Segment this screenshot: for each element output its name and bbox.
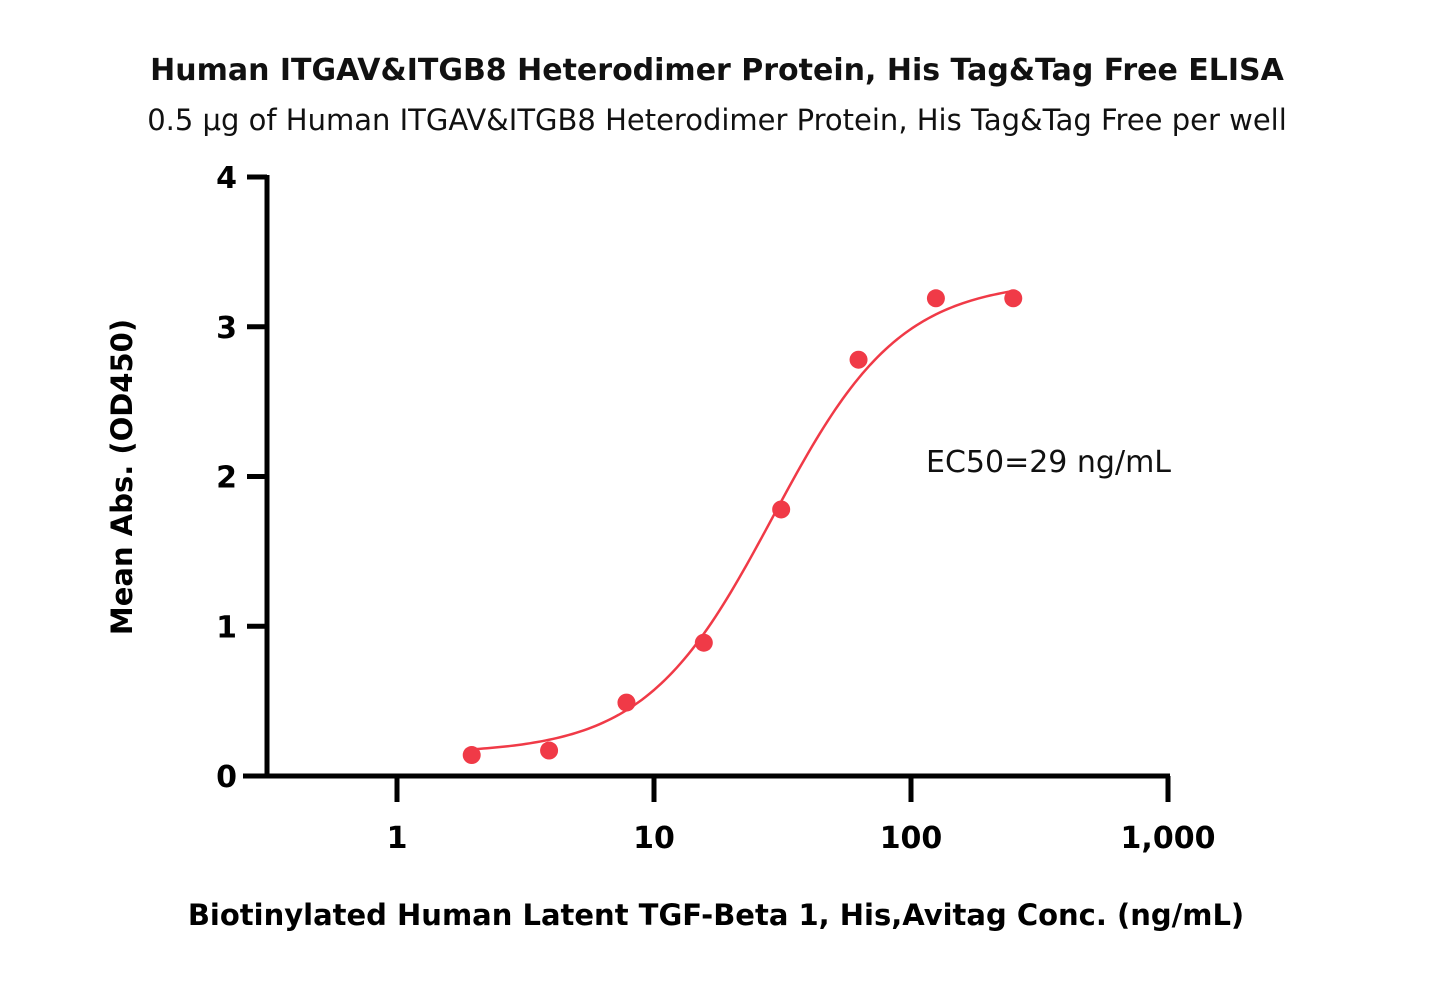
data-point <box>772 500 791 519</box>
y-tick-label: 1 <box>216 610 237 645</box>
x-tick-label: 1,000 <box>1121 821 1216 856</box>
y-tick-label: 2 <box>216 461 237 496</box>
data-point <box>540 741 559 760</box>
x-tick-label: 10 <box>633 821 675 856</box>
x-tick-label: 1 <box>387 821 408 856</box>
data-point <box>926 289 945 308</box>
ec50-annotation: EC50=29 ng/mL <box>926 445 1171 480</box>
data-point <box>1004 289 1023 308</box>
y-tick-label: 0 <box>216 760 237 795</box>
y-axis: 0 1 2 3 4 <box>216 161 270 795</box>
y-tick-label: 3 <box>216 311 237 346</box>
chart-title: Human ITGAV&ITGB8 Heterodimer Protein, H… <box>150 53 1285 88</box>
data-point <box>849 350 868 369</box>
y-axis-label: Mean Abs. (OD450) <box>105 319 139 635</box>
data-point <box>694 633 713 652</box>
fit-curve <box>471 289 1014 751</box>
data-points-layer <box>462 289 1023 765</box>
data-point <box>617 693 636 712</box>
chart-subtitle: 0.5 μg of Human ITGAV&ITGB8 Heterodimer … <box>147 103 1287 137</box>
x-axis: 1 10 100 1,000 <box>243 773 1216 856</box>
fit-curve-layer <box>471 289 1014 751</box>
y-tick-label: 4 <box>216 161 237 196</box>
data-point <box>462 746 481 765</box>
x-axis-label: Biotinylated Human Latent TGF-Beta 1, Hi… <box>188 898 1244 932</box>
x-tick-label: 100 <box>880 821 943 856</box>
